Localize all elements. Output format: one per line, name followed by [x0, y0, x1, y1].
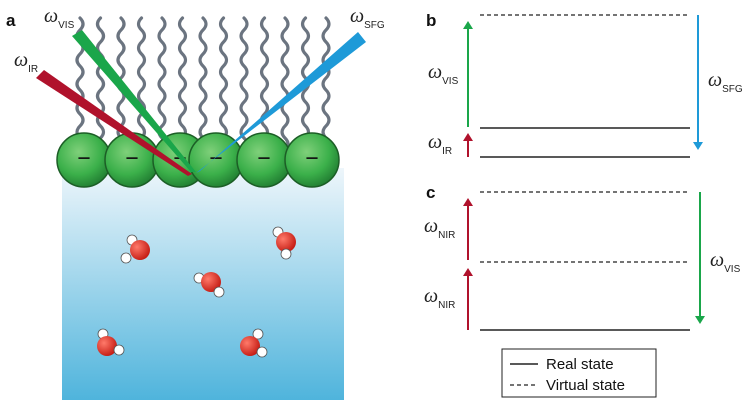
nir-lower-label: ωNIR	[424, 285, 455, 311]
sfg-transition-label: ωSFG	[708, 69, 742, 95]
headgroup: −	[236, 132, 292, 188]
headgroup: −	[104, 132, 160, 188]
alkyl-chain	[321, 16, 331, 152]
legend-real-label: Real state	[546, 356, 614, 373]
negative-charge-icon: −	[125, 146, 139, 172]
water-molecule	[193, 272, 225, 298]
vis-transition-label: ωVIS	[428, 61, 459, 87]
panel-c-label: c	[426, 183, 435, 202]
alkyl-chain	[95, 16, 106, 152]
alkyl-chain	[280, 16, 290, 152]
panel-a-label: a	[6, 11, 16, 30]
panel-b-label: b	[426, 11, 436, 30]
vis-beam	[72, 30, 196, 172]
headgroup: −	[284, 132, 340, 188]
legend: Real state Virtual state	[501, 348, 657, 398]
alkyl-chain	[239, 16, 249, 152]
water-molecule	[120, 234, 150, 264]
alkyl-chain	[259, 16, 270, 152]
alkyl-chain	[198, 16, 208, 152]
sfg-beam-label: ωSFG	[350, 5, 385, 31]
vis-transition-label: ωVIS	[710, 249, 741, 275]
headgroup: −	[56, 132, 112, 188]
vis-beam-label: ωVIS	[44, 5, 75, 31]
negative-charge-icon: −	[305, 146, 319, 172]
alkyl-chain	[177, 16, 188, 152]
headgroups: −−−−−−	[56, 132, 340, 188]
ir-beam-label: ωIR	[14, 49, 38, 75]
water-molecule	[272, 226, 296, 260]
alkyl-chain	[136, 16, 147, 152]
negative-charge-icon: −	[257, 146, 271, 172]
negative-charge-icon: −	[77, 146, 91, 172]
water-molecule	[97, 328, 125, 356]
water-molecule	[240, 328, 268, 358]
legend-virtual-label: Virtual state	[546, 377, 625, 394]
sfg-beam	[196, 32, 366, 173]
nir-upper-label: ωNIR	[424, 215, 455, 241]
ir-beam	[36, 70, 192, 176]
alkyl-chain	[157, 16, 167, 152]
ir-transition-label: ωIR	[428, 131, 452, 157]
negative-charge-icon: −	[209, 146, 223, 172]
alkyl-chain	[218, 16, 229, 152]
